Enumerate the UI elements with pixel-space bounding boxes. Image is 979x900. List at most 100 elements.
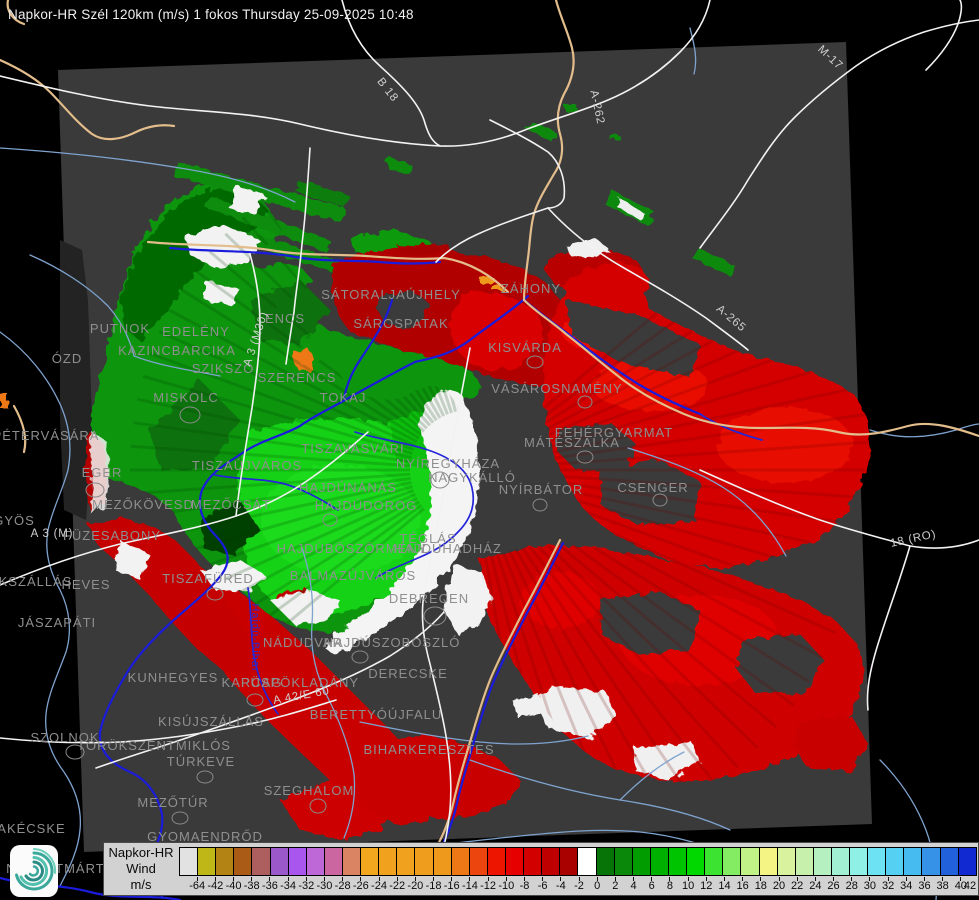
city-label: PÜSPÖKLADÁNY (241, 675, 359, 690)
beam-streak (158, 330, 416, 447)
legend-color-cell (867, 848, 886, 875)
city-label: NÁDUDVAR (263, 635, 343, 650)
city-label: CSENGER (617, 480, 688, 495)
legend-tick-label: -14 (461, 880, 478, 892)
city-label: HAJDÚBÖSZÖRMÉNY (277, 541, 428, 556)
legend-tick (923, 877, 925, 881)
minor-rivers (0, 27, 979, 900)
legend-tick-label: -64 (189, 880, 206, 892)
legend-tick (942, 877, 944, 881)
legend-tick (760, 877, 762, 881)
legend-tick (833, 877, 835, 881)
legend-color-cell (180, 848, 198, 875)
beam-streak (528, 481, 862, 555)
road-label: A 3 (M) (31, 528, 74, 540)
beam-streak (527, 358, 855, 455)
city-label: MÁTÉSZALKA (524, 435, 620, 450)
beam-streak (528, 385, 862, 459)
legend-color-cell (215, 848, 234, 875)
legend-color-cell (269, 848, 288, 875)
legend-tick (342, 877, 344, 881)
legend-tick (287, 877, 289, 881)
city-label: TOKAJ (320, 390, 367, 405)
beam-streak (529, 476, 867, 528)
legend-tick-label: -16 (443, 880, 460, 892)
city-label: BERETTYÓÚJFALU (310, 707, 442, 722)
city-label: GYÖS (0, 513, 35, 528)
beam-streak (505, 516, 718, 782)
legend-color-cell (812, 848, 831, 875)
legend-tick (905, 877, 907, 881)
legend-color-cell (903, 848, 922, 875)
legend-color-cell (740, 848, 759, 875)
legend-tick-label: -40 (225, 880, 242, 892)
legend-tick-label: 20 (772, 880, 786, 892)
city-label: KUNHEGYES (128, 670, 219, 685)
city-label: MEZŐKÖVESD (92, 497, 194, 512)
legend-tick-label: -38 (243, 880, 260, 892)
legend-tick (742, 877, 744, 881)
legend-tick-label: 32 (881, 880, 895, 892)
legend-color-cell (794, 848, 813, 875)
city-label: HAJDÚHADHÁZ (394, 541, 502, 556)
legend-color-cell (450, 848, 469, 875)
legend-tick (433, 877, 435, 881)
legend-tick-label: -30 (316, 880, 333, 892)
legend-tick-label: -20 (407, 880, 424, 892)
beam-streak (169, 309, 418, 444)
legend-tick-label: 18 (754, 880, 767, 892)
legend-tick-label: 16 (736, 880, 749, 892)
city-label: GYOMAENDRŐD (147, 829, 263, 844)
legend-tick-label: -42 (207, 880, 224, 892)
city-label: BIHARKERESZTES (363, 742, 494, 757)
legend-color-cell (197, 848, 216, 875)
legend-tick-label: -28 (334, 880, 351, 892)
legend-color-cell (504, 848, 524, 875)
legend-tick-label: -8 (519, 880, 530, 892)
city-label: EDELÉNY (162, 324, 230, 339)
legend-tick (705, 877, 707, 881)
city-label: SZERENCS (258, 370, 337, 385)
legend-color-cell (595, 848, 614, 875)
legend-color-cell (251, 848, 270, 875)
city-label: BALMAZÚJVÁROS (290, 568, 416, 583)
legend-color-cell (233, 848, 252, 875)
legend-tick (596, 877, 598, 881)
legend-color-cell (486, 848, 505, 875)
beam-streak (194, 504, 423, 634)
city-label: PUTNOK (90, 321, 150, 336)
legend-color-cell (885, 848, 904, 875)
legend-tick (669, 877, 671, 881)
city-label: MEZŐCSÁT (191, 497, 271, 512)
legend-tick (869, 877, 871, 881)
legend-unit: m/s (130, 877, 152, 892)
legend-tick (214, 877, 216, 881)
legend-tick-label: 38 (936, 880, 949, 892)
legend-tick (560, 877, 562, 881)
legend-color-cells (179, 847, 977, 876)
legend-color-cell (758, 848, 777, 875)
city-label: JÁSZAPÁTI (18, 615, 96, 630)
legend-color-cell (667, 848, 687, 875)
legend-tick (633, 877, 635, 881)
city-label: PÉTERVÁSÁRA (0, 428, 99, 443)
legend-tick (523, 877, 525, 881)
legend-color-cell (939, 848, 958, 875)
legend-tick-label: 28 (845, 880, 858, 892)
legend-tick-label: 22 (791, 880, 804, 892)
legend-color-cell (414, 848, 433, 875)
legend-color-cell (396, 848, 415, 875)
city-label: FEHÉRGYARMAT (555, 425, 673, 440)
legend-tick (687, 877, 689, 881)
legend-tick (723, 877, 725, 881)
legend-tick (814, 877, 816, 881)
legend-tick (233, 877, 235, 881)
legend-color-cell (921, 848, 940, 875)
radar-title: Napkor-HR Szél 120km (m/s) 1 fokos Thurs… (8, 7, 414, 22)
doppler-velocity-field (0, 105, 870, 840)
roads (0, 0, 979, 863)
beam-streak (142, 374, 413, 455)
legend-tick (269, 877, 271, 881)
beam-streak (130, 472, 411, 496)
legend-tick-label: 34 (900, 880, 913, 892)
